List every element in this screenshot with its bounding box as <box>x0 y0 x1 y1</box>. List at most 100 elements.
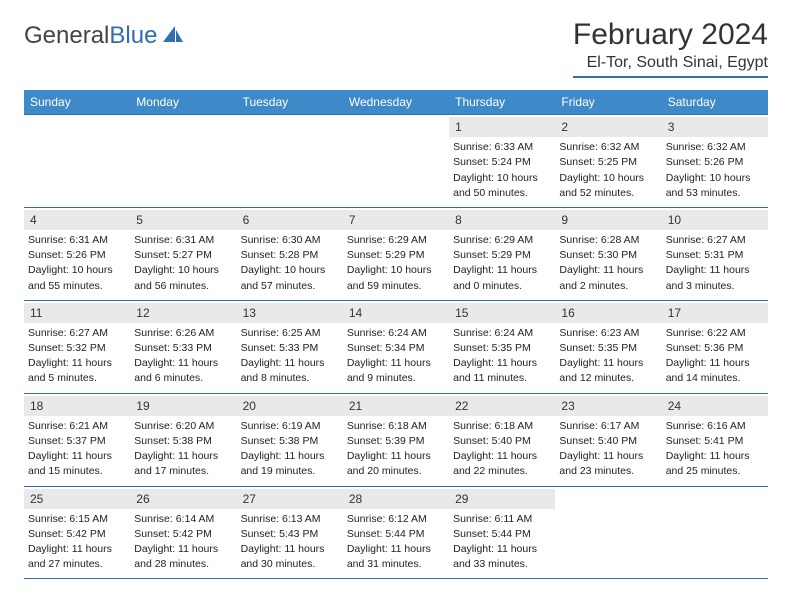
month-title: February 2024 <box>573 18 768 52</box>
day-number: 18 <box>24 396 130 416</box>
day-dl2: and 56 minutes. <box>134 279 232 293</box>
day-cell: 19Sunrise: 6:20 AMSunset: 5:38 PMDayligh… <box>130 394 236 486</box>
day-dl1: Daylight: 11 hours <box>559 449 657 463</box>
day-sunrise: Sunrise: 6:18 AM <box>347 419 445 433</box>
day-sunrise: Sunrise: 6:23 AM <box>559 326 657 340</box>
day-content: Sunrise: 6:23 AMSunset: 5:35 PMDaylight:… <box>559 326 657 386</box>
day-sunrise: Sunrise: 6:17 AM <box>559 419 657 433</box>
day-cell: 17Sunrise: 6:22 AMSunset: 5:36 PMDayligh… <box>662 301 768 393</box>
day-sunset: Sunset: 5:39 PM <box>347 434 445 448</box>
day-cell: 1Sunrise: 6:33 AMSunset: 5:24 PMDaylight… <box>449 115 555 207</box>
day-dl2: and 28 minutes. <box>134 557 232 571</box>
day-dl1: Daylight: 11 hours <box>453 263 551 277</box>
day-cell: 21 Sunrise: 6:18 AMSunset: 5:39 PMDayligh… <box>343 394 449 486</box>
day-cell: 2Sunrise: 6:32 AMSunset: 5:25 PMDaylight… <box>555 115 661 207</box>
day-sunrise: Sunrise: 6:13 AM <box>241 512 339 526</box>
day-dl2: and 52 minutes. <box>559 186 657 200</box>
day-sunrise: Sunrise: 6:18 AM <box>453 419 551 433</box>
title-block: February 2024 El-Tor, South Sinai, Egypt <box>573 18 768 78</box>
day-content: Sunrise: 6:11 AMSunset: 5:44 PMDaylight:… <box>453 512 551 572</box>
day-sunset: Sunset: 5:44 PM <box>453 527 551 541</box>
day-number: 17 <box>662 303 768 323</box>
day-content: Sunrise: 6:32 AMSunset: 5:26 PMDaylight:… <box>666 140 764 200</box>
day-sunrise: Sunrise: 6:27 AM <box>28 326 126 340</box>
day-sunrise: Sunrise: 6:11 AM <box>453 512 551 526</box>
day-sunset: Sunset: 5:29 PM <box>347 248 445 262</box>
day-dl1: Daylight: 11 hours <box>453 449 551 463</box>
day-cell: 23Sunrise: 6:17 AMSunset: 5:40 PMDayligh… <box>555 394 661 486</box>
day-cell: 20Sunrise: 6:19 AMSunset: 5:38 PMDayligh… <box>237 394 343 486</box>
day-sunset: Sunset: 5:42 PM <box>134 527 232 541</box>
day-cell: 14Sunrise: 6:24 AMSunset: 5:34 PMDayligh… <box>343 301 449 393</box>
day-cell-empty <box>343 115 449 207</box>
day-number: 26 <box>130 489 236 509</box>
day-number: 21 <box>343 396 449 416</box>
day-sunset: Sunset: 5:43 PM <box>241 527 339 541</box>
day-dl2: and 27 minutes. <box>28 557 126 571</box>
day-content: Sunrise: 6:17 AMSunset: 5:40 PMDaylight:… <box>559 419 657 479</box>
day-sunrise: Sunrise: 6:21 AM <box>28 419 126 433</box>
day-dl2: and 55 minutes. <box>28 279 126 293</box>
day-number: 29 <box>449 489 555 509</box>
day-content: Sunrise: 6:30 AMSunset: 5:28 PMDaylight:… <box>241 233 339 293</box>
weekday-wed: Wednesday <box>343 90 449 114</box>
day-content: Sunrise: 6:29 AMSunset: 5:29 PMDaylight:… <box>453 233 551 293</box>
day-number: 28 <box>343 489 449 509</box>
day-sunset: Sunset: 5:40 PM <box>453 434 551 448</box>
day-cell: 10Sunrise: 6:27 AMSunset: 5:31 PMDayligh… <box>662 208 768 300</box>
day-dl1: Daylight: 11 hours <box>666 449 764 463</box>
day-dl2: and 25 minutes. <box>666 464 764 478</box>
weekday-sat: Saturday <box>662 90 768 114</box>
day-dl1: Daylight: 11 hours <box>666 263 764 277</box>
day-sunset: Sunset: 5:24 PM <box>453 155 551 169</box>
day-dl2: and 50 minutes. <box>453 186 551 200</box>
day-dl2: and 2 minutes. <box>559 279 657 293</box>
day-sunset: Sunset: 5:40 PM <box>559 434 657 448</box>
day-sunset: Sunset: 5:29 PM <box>453 248 551 262</box>
day-content: Sunrise: 6:28 AMSunset: 5:30 PMDaylight:… <box>559 233 657 293</box>
day-dl2: and 23 minutes. <box>559 464 657 478</box>
day-dl2: and 22 minutes. <box>453 464 551 478</box>
day-number: 8 <box>449 210 555 230</box>
day-sunrise: Sunrise: 6:30 AM <box>241 233 339 247</box>
logo-word2: Blue <box>109 22 157 49</box>
day-dl1: Daylight: 11 hours <box>28 356 126 370</box>
day-content: Sunrise: 6:31 AMSunset: 5:27 PMDaylight:… <box>134 233 232 293</box>
day-dl1: Daylight: 11 hours <box>347 449 445 463</box>
logo-sail-icon <box>161 24 185 49</box>
day-sunset: Sunset: 5:35 PM <box>559 341 657 355</box>
day-number: 11 <box>24 303 130 323</box>
day-dl2: and 53 minutes. <box>666 186 764 200</box>
day-sunrise: Sunrise: 6:25 AM <box>241 326 339 340</box>
day-dl2: and 3 minutes. <box>666 279 764 293</box>
day-dl1: Daylight: 11 hours <box>134 356 232 370</box>
day-content: Sunrise: 6:25 AMSunset: 5:33 PMDaylight:… <box>241 326 339 386</box>
week-row: 25Sunrise: 6:15 AMSunset: 5:42 PMDayligh… <box>24 486 768 579</box>
day-dl2: and 15 minutes. <box>28 464 126 478</box>
day-cell: 9Sunrise: 6:28 AMSunset: 5:30 PMDaylight… <box>555 208 661 300</box>
day-sunset: Sunset: 5:28 PM <box>241 248 339 262</box>
day-number: 27 <box>237 489 343 509</box>
calendar-bottom-rule <box>24 578 768 579</box>
day-dl2: and 6 minutes. <box>134 371 232 385</box>
day-dl1: Daylight: 11 hours <box>28 542 126 556</box>
day-cell: 29 Sunrise: 6:11 AMSunset: 5:44 PMDayligh… <box>449 487 555 579</box>
day-sunset: Sunset: 5:38 PM <box>134 434 232 448</box>
day-content: Sunrise: 6:24 AMSunset: 5:34 PMDaylight:… <box>347 326 445 386</box>
day-dl1: Daylight: 11 hours <box>241 449 339 463</box>
day-sunrise: Sunrise: 6:31 AM <box>134 233 232 247</box>
day-sunrise: Sunrise: 6:12 AM <box>347 512 445 526</box>
day-sunrise: Sunrise: 6:27 AM <box>666 233 764 247</box>
day-dl2: and 14 minutes. <box>666 371 764 385</box>
day-sunset: Sunset: 5:42 PM <box>28 527 126 541</box>
day-number: 6 <box>237 210 343 230</box>
day-cell: 6 Sunrise: 6:30 AMSunset: 5:28 PMDaylight… <box>237 208 343 300</box>
day-number: 5 <box>130 210 236 230</box>
day-sunrise: Sunrise: 6:28 AM <box>559 233 657 247</box>
day-cell: 28Sunrise: 6:12 AMSunset: 5:44 PMDayligh… <box>343 487 449 579</box>
day-cell: 15Sunrise: 6:24 AMSunset: 5:35 PMDayligh… <box>449 301 555 393</box>
day-dl2: and 59 minutes. <box>347 279 445 293</box>
day-dl1: Daylight: 11 hours <box>134 449 232 463</box>
weekday-thu: Thursday <box>449 90 555 114</box>
day-number: 16 <box>555 303 661 323</box>
